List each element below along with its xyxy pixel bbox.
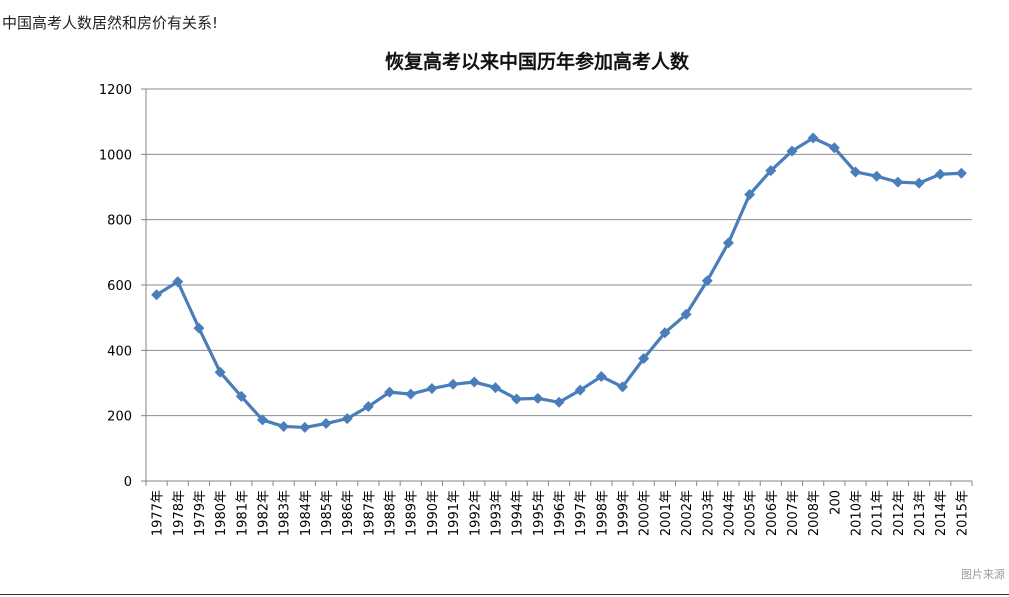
data-point-marker	[659, 327, 671, 339]
data-point-marker	[172, 276, 184, 288]
x-tick-label: 1978年	[172, 490, 187, 536]
x-tick-label: 2004年	[722, 490, 737, 536]
x-tick-label: 1997年	[574, 490, 589, 536]
data-point-marker	[489, 382, 501, 394]
x-tick-label: 1991年	[447, 490, 462, 536]
x-tick-label: 2013年	[913, 490, 928, 536]
data-point-marker	[214, 366, 226, 378]
data-point-marker	[850, 166, 862, 178]
data-point-marker	[278, 420, 290, 432]
y-tick-label: 1000	[99, 148, 132, 163]
y-tick-label: 200	[107, 410, 132, 425]
x-tick-label: 2010年	[850, 490, 865, 536]
gridlines	[146, 88, 972, 417]
x-tick-label: 1988年	[384, 490, 399, 536]
data-point-marker	[955, 167, 967, 179]
x-tick-label: 1987年	[362, 490, 377, 536]
x-tick-label: 2014年	[934, 490, 949, 536]
x-tick-label: 2011年	[871, 490, 886, 536]
data-point-marker	[701, 275, 713, 287]
data-point-marker	[426, 383, 438, 395]
x-tick-label: 2008年	[807, 490, 822, 536]
x-tick-label: 1980年	[214, 490, 229, 536]
x-tick-label: 1977年	[151, 490, 166, 536]
y-tick-label: 800	[107, 214, 132, 229]
data-point-marker	[807, 132, 819, 144]
axes	[145, 89, 972, 482]
x-tick-label: 1990年	[426, 490, 441, 536]
image-source-label: 图片来源	[961, 568, 1005, 581]
data-point-marker	[828, 142, 840, 154]
data-point-marker	[193, 322, 205, 334]
x-tick-label: 1981年	[235, 490, 250, 536]
x-tick-label: 1979年	[193, 490, 208, 536]
y-tick-label: 1200	[99, 83, 132, 98]
x-tick-label: 2007年	[786, 490, 801, 536]
data-point-marker	[595, 370, 607, 382]
x-tick-label: 1986年	[341, 490, 356, 536]
data-point-marker	[299, 421, 311, 433]
data-point-marker	[468, 376, 480, 388]
data-point-marker	[320, 418, 332, 430]
data-point-marker	[744, 189, 756, 201]
x-axis-ticks: 1977年 1978年 1979年 1980年 1981年 1982年 1983年 1984年…	[145, 481, 973, 536]
data-point-marker	[680, 308, 692, 320]
x-tick-label: 2015年	[955, 490, 970, 536]
series-layer	[151, 132, 967, 433]
x-tick-label: 200	[828, 490, 843, 515]
x-tick-label: 2005年	[744, 490, 759, 536]
data-point-marker	[151, 289, 163, 301]
data-point-marker	[553, 396, 565, 408]
data-point-marker	[511, 393, 523, 405]
data-point-marker	[341, 413, 353, 425]
data-point-marker	[913, 177, 925, 189]
data-point-marker	[574, 384, 586, 396]
data-point-marker	[256, 414, 268, 426]
data-point-marker	[892, 176, 904, 188]
x-tick-label: 2003年	[701, 490, 716, 536]
x-tick-label: 1983年	[278, 490, 293, 536]
data-point-marker	[405, 388, 417, 400]
data-point-marker	[447, 378, 459, 390]
x-tick-label: 2000年	[638, 490, 653, 536]
x-tick-label: 2001年	[659, 490, 674, 536]
data-point-marker	[617, 381, 629, 393]
y-tick-label: 400	[107, 344, 132, 359]
y-tick-label: 600	[107, 279, 132, 294]
x-tick-label: 1984年	[299, 490, 314, 536]
data-point-marker	[871, 170, 883, 182]
x-tick-label: 1992年	[468, 490, 483, 536]
y-axis-ticks: 0 200 400 600 800 1000 1200	[99, 83, 146, 490]
x-tick-label: 1989年	[405, 490, 420, 536]
data-point-marker	[532, 392, 544, 404]
x-tick-label: 2006年	[765, 490, 780, 536]
x-tick-label: 1999年	[617, 490, 632, 536]
x-tick-label: 2012年	[892, 490, 907, 536]
data-point-marker	[362, 401, 374, 413]
chart-title: 恢复高考以来中国历年参加高考人数	[385, 50, 690, 73]
data-point-marker	[722, 237, 734, 249]
data-point-marker	[638, 353, 650, 364]
data-point-marker	[786, 145, 798, 157]
data-point-marker	[765, 165, 777, 177]
page-headline: 中国高考人数居然和房价有关系!	[2, 14, 219, 32]
x-tick-label: 1995年	[532, 490, 547, 536]
x-tick-label: 1994年	[511, 490, 526, 536]
series-line	[155, 136, 962, 430]
data-point-marker	[384, 386, 396, 398]
data-point-marker	[235, 390, 247, 402]
x-tick-label: 2002年	[680, 490, 695, 536]
x-tick-label: 1982年	[256, 490, 271, 536]
x-tick-label: 1996年	[553, 490, 568, 536]
x-tick-label: 1998年	[595, 490, 610, 536]
data-point-marker	[934, 168, 946, 180]
bottom-divider	[0, 594, 1009, 595]
y-tick-label: 0	[124, 475, 132, 490]
x-tick-label: 1985年	[320, 490, 335, 536]
x-tick-label: 1993年	[489, 490, 504, 536]
